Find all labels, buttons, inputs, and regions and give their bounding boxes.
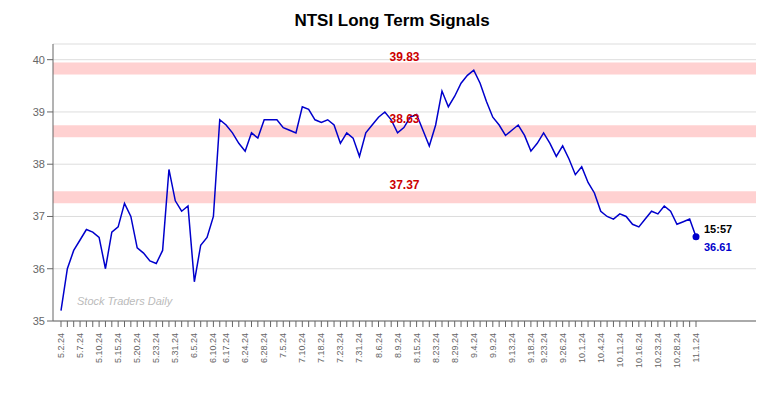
svg-text:7.23.24: 7.23.24: [335, 333, 345, 363]
svg-text:11.1.24: 11.1.24: [691, 333, 701, 362]
svg-text:8.23.24: 8.23.24: [431, 333, 441, 363]
svg-text:10.4.24: 10.4.24: [596, 333, 606, 363]
svg-text:9.18.24: 9.18.24: [526, 333, 536, 363]
svg-text:38: 38: [33, 158, 45, 170]
svg-text:39: 39: [33, 106, 45, 118]
svg-text:8.29.24: 8.29.24: [450, 333, 460, 363]
svg-text:35: 35: [33, 315, 45, 327]
svg-text:8.6.24: 8.6.24: [374, 333, 384, 358]
svg-text:10.16.24: 10.16.24: [634, 333, 644, 368]
svg-text:10.23.24: 10.23.24: [653, 333, 663, 368]
svg-text:5.15.24: 5.15.24: [113, 333, 123, 363]
svg-text:38.63: 38.63: [389, 112, 419, 126]
svg-text:8.15.24: 8.15.24: [412, 333, 422, 363]
svg-text:6.28.24: 6.28.24: [259, 333, 269, 363]
svg-text:7.18.24: 7.18.24: [316, 333, 326, 363]
svg-text:5.31.24: 5.31.24: [170, 333, 180, 363]
svg-text:5.2.24: 5.2.24: [56, 333, 66, 358]
svg-text:5.10.24: 5.10.24: [94, 333, 104, 363]
svg-text:36.61: 36.61: [704, 241, 732, 253]
svg-text:5.23.24: 5.23.24: [151, 333, 161, 363]
svg-text:37: 37: [33, 210, 45, 222]
svg-text:10.28.24: 10.28.24: [672, 333, 682, 368]
html-text:Stock Traders Daily: Stock Traders Daily: [77, 295, 173, 307]
svg-text:40: 40: [33, 54, 45, 66]
svg-text:5.7.24: 5.7.24: [75, 333, 85, 358]
svg-text:10.11.24: 10.11.24: [615, 333, 625, 367]
svg-text:9.26.24: 9.26.24: [558, 333, 568, 363]
svg-text:9.9.24: 9.9.24: [488, 333, 498, 358]
svg-text:8.9.24: 8.9.24: [393, 333, 403, 358]
svg-text:15:57: 15:57: [704, 223, 732, 235]
svg-text:5.20.24: 5.20.24: [132, 333, 142, 363]
svg-text:39.83: 39.83: [389, 50, 419, 64]
svg-text:36: 36: [33, 263, 45, 275]
svg-text:7.10.24: 7.10.24: [297, 333, 307, 363]
svg-text:7.5.24: 7.5.24: [278, 333, 288, 358]
svg-text:6.5.24: 6.5.24: [189, 333, 199, 358]
svg-text:9.23.24: 9.23.24: [539, 333, 549, 363]
html-text:NTSI Long Term Signals: NTSI Long Term Signals: [294, 11, 490, 30]
svg-text:10.1.24: 10.1.24: [577, 333, 587, 363]
svg-text:6.17.24: 6.17.24: [221, 333, 231, 363]
svg-text:9.4.24: 9.4.24: [469, 333, 479, 358]
svg-text:6.10.24: 6.10.24: [208, 333, 218, 363]
svg-text:6.24.24: 6.24.24: [240, 333, 250, 363]
svg-text:7.31.24: 7.31.24: [354, 333, 364, 363]
svg-text:9.13.24: 9.13.24: [507, 333, 517, 363]
svg-text:37.37: 37.37: [389, 178, 419, 192]
